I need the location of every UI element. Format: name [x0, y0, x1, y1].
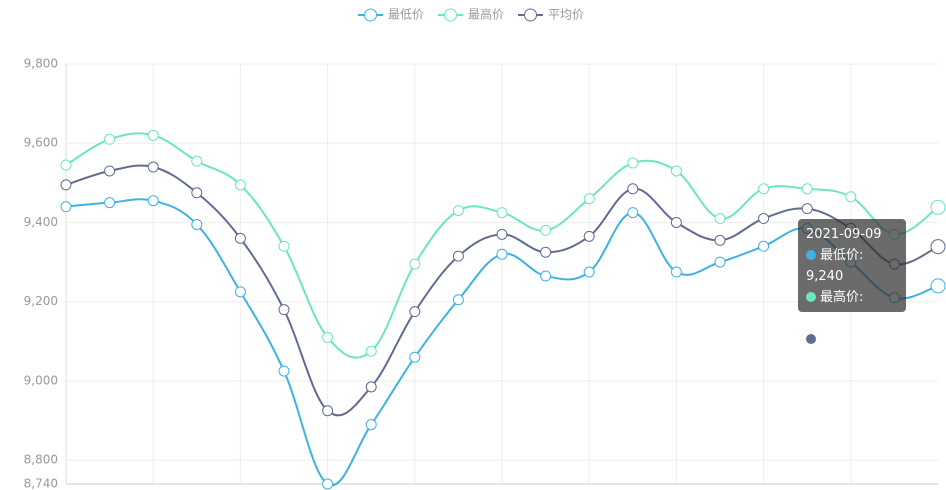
data-point	[322, 331, 334, 343]
data-point	[60, 201, 72, 213]
tooltip-dot	[806, 334, 816, 344]
legend-item: 最高价	[438, 7, 504, 22]
data-point	[930, 199, 946, 215]
tooltip-dot	[806, 250, 816, 260]
data-point	[540, 246, 552, 258]
data-point	[801, 183, 813, 195]
y-tick-label: 8,740	[24, 477, 58, 490]
data-point	[234, 179, 246, 191]
legend-icon	[524, 8, 537, 22]
tooltip-name: 最高价	[820, 290, 860, 305]
legend-label: 最低价	[388, 8, 424, 22]
data-point	[496, 248, 508, 260]
data-point	[60, 159, 72, 171]
tooltip-row: 最高价: 9,438	[806, 290, 864, 326]
tooltip-title: 2021-09-09	[806, 227, 882, 242]
data-point	[845, 191, 857, 203]
data-point	[191, 218, 203, 230]
data-point	[627, 157, 639, 169]
data-point	[322, 478, 334, 490]
data-point	[104, 133, 116, 145]
legend-label: 最高价	[468, 7, 504, 22]
data-point	[234, 232, 246, 244]
data-point	[670, 216, 682, 228]
data-point	[670, 266, 682, 278]
data-point	[714, 213, 726, 225]
data-point	[930, 278, 946, 294]
data-point	[365, 345, 377, 357]
data-point	[627, 183, 639, 195]
data-point	[452, 294, 464, 306]
data-point	[452, 250, 464, 262]
data-point	[540, 270, 552, 282]
series-line	[65, 132, 939, 359]
data-point	[60, 179, 72, 191]
data-point	[104, 197, 116, 209]
legend-label: 平均价	[548, 8, 584, 22]
data-point	[278, 240, 290, 252]
data-point	[234, 286, 246, 298]
data-point	[191, 155, 203, 167]
data-point	[758, 183, 770, 195]
tooltip-row: 最低价: 9,240	[806, 248, 864, 284]
legend: 最低价 最高价 平均价	[358, 7, 584, 22]
data-point	[365, 381, 377, 393]
tooltip: 2021-09-09 最低价: 9,240 最高价: 9,438 平均价: 9,339	[798, 219, 906, 368]
data-point	[583, 230, 595, 242]
legend-icon	[444, 8, 457, 22]
data-point	[147, 129, 159, 141]
data-point	[409, 306, 421, 318]
y-tick-label: 9,600	[24, 136, 58, 150]
data-point	[409, 351, 421, 363]
y-tick-label: 9,400	[24, 215, 58, 229]
y-tick-label: 9,200	[24, 294, 58, 308]
data-point	[670, 165, 682, 177]
tooltip-name: 最低价	[820, 248, 860, 263]
data-point	[191, 187, 203, 199]
tooltip-value: 9,438	[806, 311, 844, 326]
data-point	[801, 203, 813, 215]
data-point	[496, 207, 508, 219]
data-point	[452, 205, 464, 217]
data-point	[714, 234, 726, 246]
legend-icon	[364, 8, 377, 22]
tooltip-dot	[806, 292, 816, 302]
data-point	[409, 258, 421, 270]
data-point	[583, 193, 595, 205]
data-point	[714, 256, 726, 268]
series-line	[65, 198, 939, 487]
legend-item: 平均价	[518, 8, 584, 22]
y-tick-label: 9,800	[24, 57, 58, 71]
data-point	[278, 365, 290, 377]
data-point	[758, 213, 770, 225]
data-point	[365, 419, 377, 431]
tooltip-value: 9,240	[806, 269, 844, 284]
tooltip-name: 平均价	[820, 332, 860, 347]
data-point	[147, 161, 159, 173]
data-point	[104, 165, 116, 177]
tooltip-row: 平均价: 9,339	[806, 332, 864, 368]
data-point	[496, 228, 508, 240]
data-point	[758, 240, 770, 252]
data-point	[278, 304, 290, 316]
data-point	[147, 195, 159, 207]
data-point	[540, 224, 552, 236]
tooltip-value: 9,339	[806, 353, 844, 368]
data-point	[627, 207, 639, 219]
series-line	[65, 164, 939, 417]
y-tick-label: 9,000	[24, 373, 58, 387]
data-point	[322, 405, 334, 417]
y-tick-label: 8,800	[24, 453, 58, 467]
legend-item: 最低价	[358, 8, 424, 22]
data-point	[583, 266, 595, 278]
data-point	[930, 239, 946, 255]
